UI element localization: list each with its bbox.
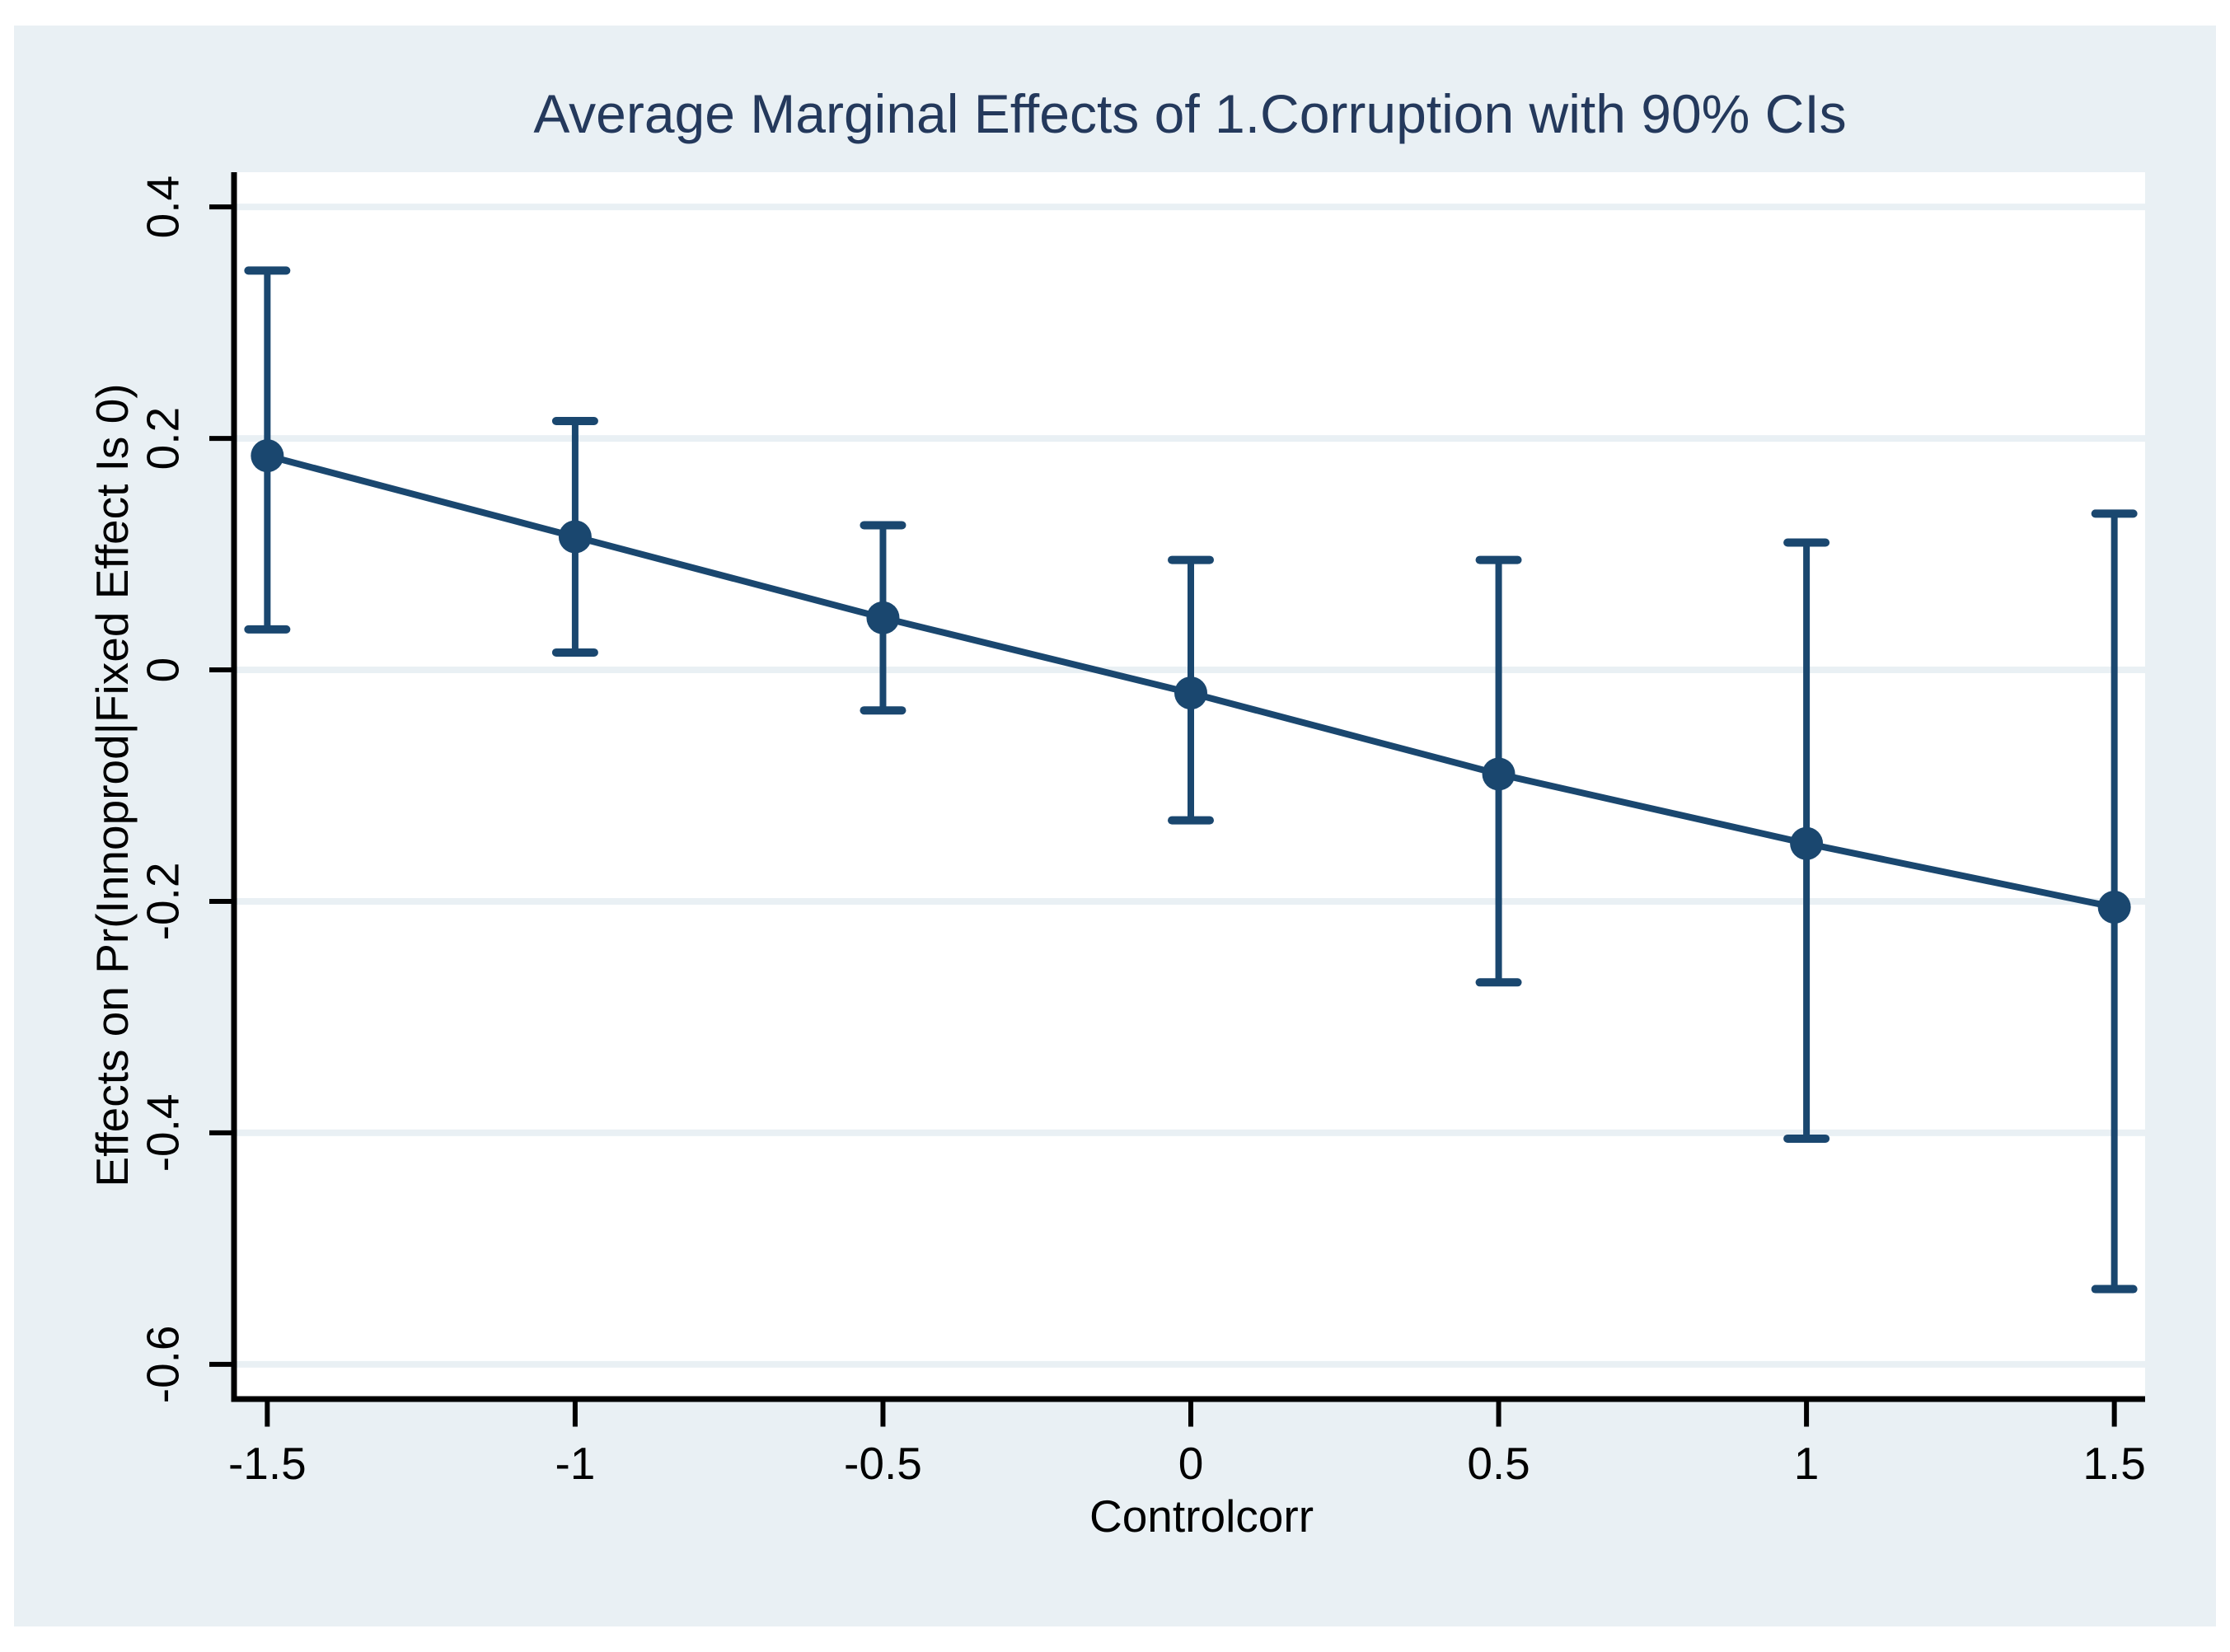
x-tick-label: 1.5 [2082,1438,2145,1489]
x-tick-label: 0 [1178,1438,1204,1489]
data-point-marker [251,439,284,473]
x-axis-title: Controlcorr [1089,1491,1314,1542]
x-tick-label: -0.5 [844,1438,922,1489]
data-point-marker [2097,890,2131,924]
y-tick-label: -0.2 [138,863,189,941]
data-point-marker [866,601,900,634]
data-point-marker [1174,676,1207,710]
x-tick-label: -1.5 [228,1438,307,1489]
y-tick-label: 0.4 [138,175,189,238]
data-point-marker [558,520,592,554]
y-tick-label: -0.4 [138,1094,189,1172]
x-tick-label: -1 [555,1438,595,1489]
data-point-marker [1482,757,1516,791]
chart-title: Average Marginal Effects of 1.Corruption… [533,83,1847,144]
y-tick-label: -0.6 [138,1325,189,1403]
y-tick-label: 0.2 [138,407,189,470]
x-tick-label: 1 [1794,1438,1820,1489]
y-tick-label: 0 [138,658,189,683]
x-tick-label: 0.5 [1467,1438,1530,1489]
data-point-marker [1790,826,1824,860]
